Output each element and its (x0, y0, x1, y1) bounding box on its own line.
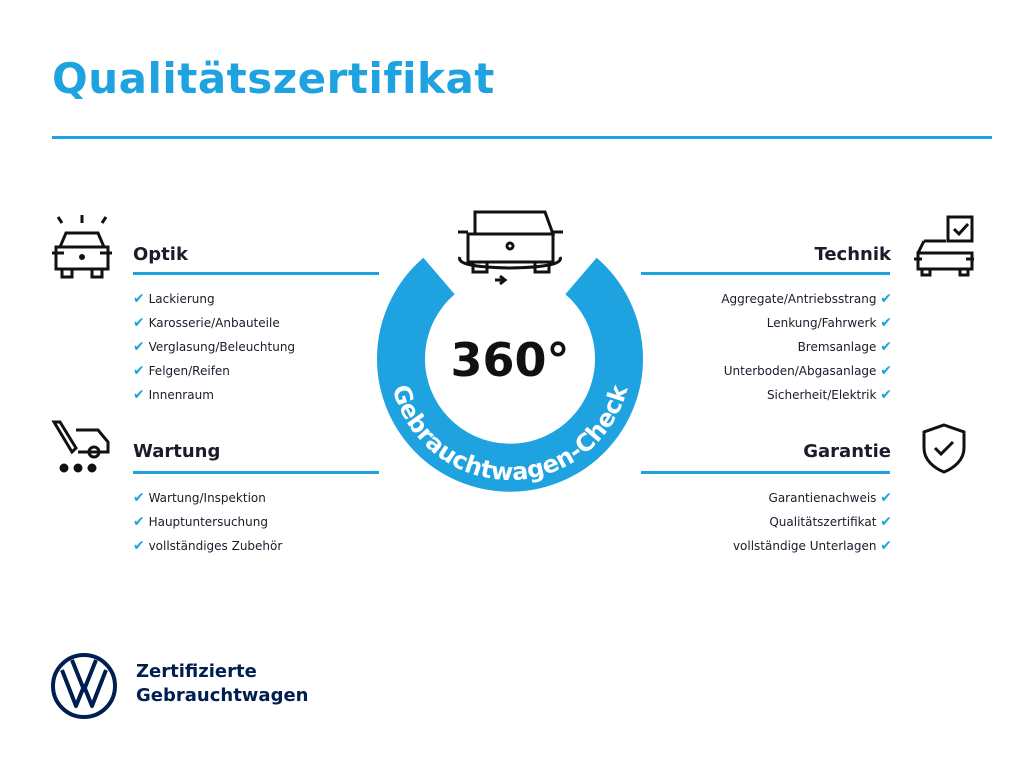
check-icon: ✔ (133, 387, 145, 403)
section-title-wartung: Wartung (133, 441, 221, 462)
service-van-icon (50, 418, 114, 474)
check-icon: ✔ (133, 315, 145, 331)
check-icon: ✔ (880, 514, 892, 530)
footer-line-2: Gebrauchtwagen (136, 685, 309, 706)
optik-divider (133, 272, 379, 275)
list-item: Garantienachweis ✔ (733, 486, 892, 510)
item-label: Qualitätszertifikat (769, 515, 877, 529)
ring-text-letter: a (511, 457, 530, 486)
shield-check-icon (920, 422, 968, 474)
car-rotate-icon (458, 210, 563, 286)
check-icon: ✔ (133, 363, 145, 379)
section-title-technik: Technik (814, 244, 891, 265)
check-icon: ✔ (133, 538, 145, 554)
list-item: ✔ vollständiges Zubehör (133, 534, 282, 558)
list-item: Sicherheit/Elektrik ✔ (721, 383, 892, 407)
check-icon: ✔ (133, 339, 145, 355)
item-label: Bremsanlage (797, 340, 877, 354)
ring-text-letter: g (524, 454, 547, 485)
list-item: Lenkung/Fahrwerk ✔ (721, 311, 892, 335)
item-label: Felgen/Reifen (148, 364, 230, 378)
title-divider (52, 136, 992, 139)
item-label: Wartung/Inspektion (148, 491, 266, 505)
footer-line-1: Zertifizierte (136, 661, 257, 682)
check-icon: ✔ (880, 315, 892, 331)
ring-arc (377, 257, 643, 492)
item-label: vollständiges Zubehör (148, 539, 283, 553)
wartung-list: ✔ Wartung/Inspektion ✔ Hauptuntersuchung… (133, 486, 282, 558)
list-item: ✔ Verglasung/Beleuchtung (133, 335, 295, 359)
ring-text-letter: t (478, 455, 495, 485)
check-icon: ✔ (880, 339, 892, 355)
list-item: ✔ Karosserie/Anbauteile (133, 311, 295, 335)
car-lights-icon (50, 213, 114, 279)
car-checklist-icon (912, 215, 976, 277)
list-item: Aggregate/Antriebsstrang ✔ (721, 287, 892, 311)
item-label: Garantienachweis (768, 491, 877, 505)
item-label: Sicherheit/Elektrik (766, 388, 877, 402)
check-icon: ✔ (133, 291, 145, 307)
item-label: Verglasung/Beleuchtung (148, 340, 296, 354)
item-label: Karosserie/Anbauteile (148, 316, 280, 330)
item-label: Lackierung (148, 292, 215, 306)
check-icon: ✔ (133, 514, 145, 530)
list-item: ✔ Felgen/Reifen (133, 359, 295, 383)
list-item: ✔ Wartung/Inspektion (133, 486, 282, 510)
section-title-garantie: Garantie (803, 441, 891, 462)
section-title-optik: Optik (133, 244, 188, 265)
item-label: Aggregate/Antriebsstrang (721, 292, 877, 306)
check-icon: ✔ (880, 291, 892, 307)
list-item: ✔ Lackierung (133, 287, 295, 311)
item-label: Innenraum (148, 388, 214, 402)
check-icon: ✔ (880, 538, 892, 554)
check-icon: ✔ (133, 490, 145, 506)
garantie-list: Garantienachweis ✔ Qualitätszertifikat ✔… (733, 486, 892, 558)
wartung-divider (133, 471, 379, 474)
ring-text-letter: w (490, 457, 514, 486)
check-icon: ✔ (880, 490, 892, 506)
check-icon: ✔ (880, 363, 892, 379)
list-item: Qualitätszertifikat ✔ (733, 510, 892, 534)
garantie-divider (641, 471, 890, 474)
technik-list: Aggregate/Antriebsstrang ✔ Lenkung/Fahrw… (721, 287, 892, 407)
item-label: Unterboden/Abgasanlage (723, 364, 877, 378)
list-item: ✔ Innenraum (133, 383, 295, 407)
list-item: vollständige Unterlagen ✔ (733, 534, 892, 558)
footer-tagline: Zertifizierte Gebrauchtwagen (136, 660, 308, 708)
check-icon: ✔ (880, 387, 892, 403)
list-item: Unterboden/Abgasanlage ✔ (721, 359, 892, 383)
item-label: Lenkung/Fahrwerk (766, 316, 877, 330)
technik-divider (641, 272, 890, 275)
item-label: vollständige Unterlagen (732, 539, 877, 553)
item-label: Hauptuntersuchung (148, 515, 268, 529)
center-number: 360° (450, 333, 569, 387)
list-item: ✔ Hauptuntersuchung (133, 510, 282, 534)
page-title: Qualitätszertifikat (52, 54, 495, 103)
vw-logo (51, 653, 117, 719)
list-item: Bremsanlage ✔ (721, 335, 892, 359)
optik-list: ✔ Lackierung ✔ Karosserie/Anbauteile ✔ V… (133, 287, 295, 407)
